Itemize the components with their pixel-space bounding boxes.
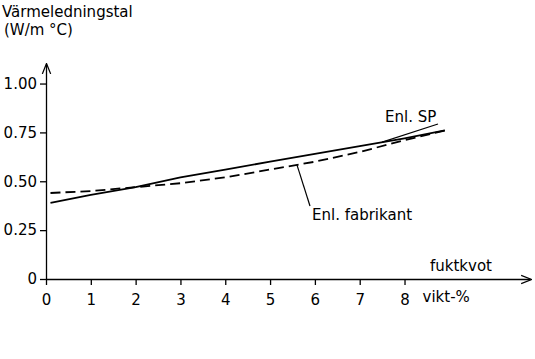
y-tick-label: 1.00: [4, 75, 37, 93]
annotation-leader: [382, 124, 438, 142]
x-tick-label: 7: [355, 291, 365, 309]
y-tick-label: 0.50: [4, 173, 37, 191]
x-axis-line: [47, 279, 531, 280]
x-tick-label: 0: [42, 291, 52, 309]
x-tick-mark: [180, 279, 181, 285]
y-tick-mark: [40, 230, 46, 231]
x-tick-label: 6: [311, 291, 321, 309]
x-tick-mark: [225, 279, 226, 285]
x-tick-mark: [360, 279, 361, 285]
x-tick-mark: [46, 279, 47, 285]
y-title: Värmeledningstal(W/m °C): [2, 3, 133, 39]
x-axis-unit: vikt-%: [423, 288, 470, 306]
x-tick: 4: [221, 279, 231, 309]
x-tick: 5: [266, 279, 276, 309]
x-tick: 7: [355, 279, 365, 309]
series-label: Enl. fabrikant: [312, 206, 412, 224]
x-tick: 8: [400, 279, 410, 309]
x-tick-label: 2: [131, 291, 141, 309]
y-tick-mark: [40, 181, 46, 182]
y-tick-mark: [40, 279, 46, 280]
x-tick: 0: [42, 279, 52, 309]
x-tick-mark: [91, 279, 92, 285]
x-tick-label: 5: [266, 291, 276, 309]
x-tick-mark: [135, 279, 136, 285]
y-tick-mark: [40, 132, 46, 133]
x-tick-mark: [404, 279, 405, 285]
y-tick: 0: [27, 270, 46, 288]
x-tick-mark: [315, 279, 316, 285]
y-axis: 0 0.25 0.50 0.75 1.00: [4, 65, 47, 289]
y-tick-mark: [40, 83, 46, 84]
chart: 0 0.25 0.50 0.75 1.00 0 1 2 3 4 5 6 7 8 Värmeledningst…: [0, 0, 535, 359]
series-line: [50, 130, 444, 193]
x-axis-title: fuktkvot: [430, 257, 492, 275]
x-tick-mark: [270, 279, 271, 285]
x-tick: 2: [131, 279, 141, 309]
y-tick-label: 0.75: [4, 124, 37, 142]
y-axis-title: Värmeledningstal: [2, 3, 133, 21]
x-tick-label: 3: [176, 291, 186, 309]
y-tick: 1.00: [4, 75, 46, 93]
x-tick-label: 1: [87, 291, 97, 309]
annotation-leader: [297, 165, 310, 206]
x-tick: 1: [87, 279, 97, 309]
series-label: Enl. SP: [385, 108, 436, 126]
y-tick: 0.75: [4, 124, 46, 142]
y-tick: 0.50: [4, 173, 46, 191]
y-tick-label: 0.25: [4, 221, 37, 239]
x-tick: 3: [176, 279, 186, 309]
x-axis: 0 1 2 3 4 5 6 7 8: [42, 279, 531, 309]
x-tick: 6: [311, 279, 321, 309]
x-tick-label: 8: [400, 291, 410, 309]
y-axis-line: [46, 65, 47, 280]
y-tick-label: 0: [27, 270, 37, 288]
y-tick: 0.25: [4, 221, 46, 239]
y-axis-title: (W/m °C): [4, 21, 73, 39]
x-tick-label: 4: [221, 291, 231, 309]
